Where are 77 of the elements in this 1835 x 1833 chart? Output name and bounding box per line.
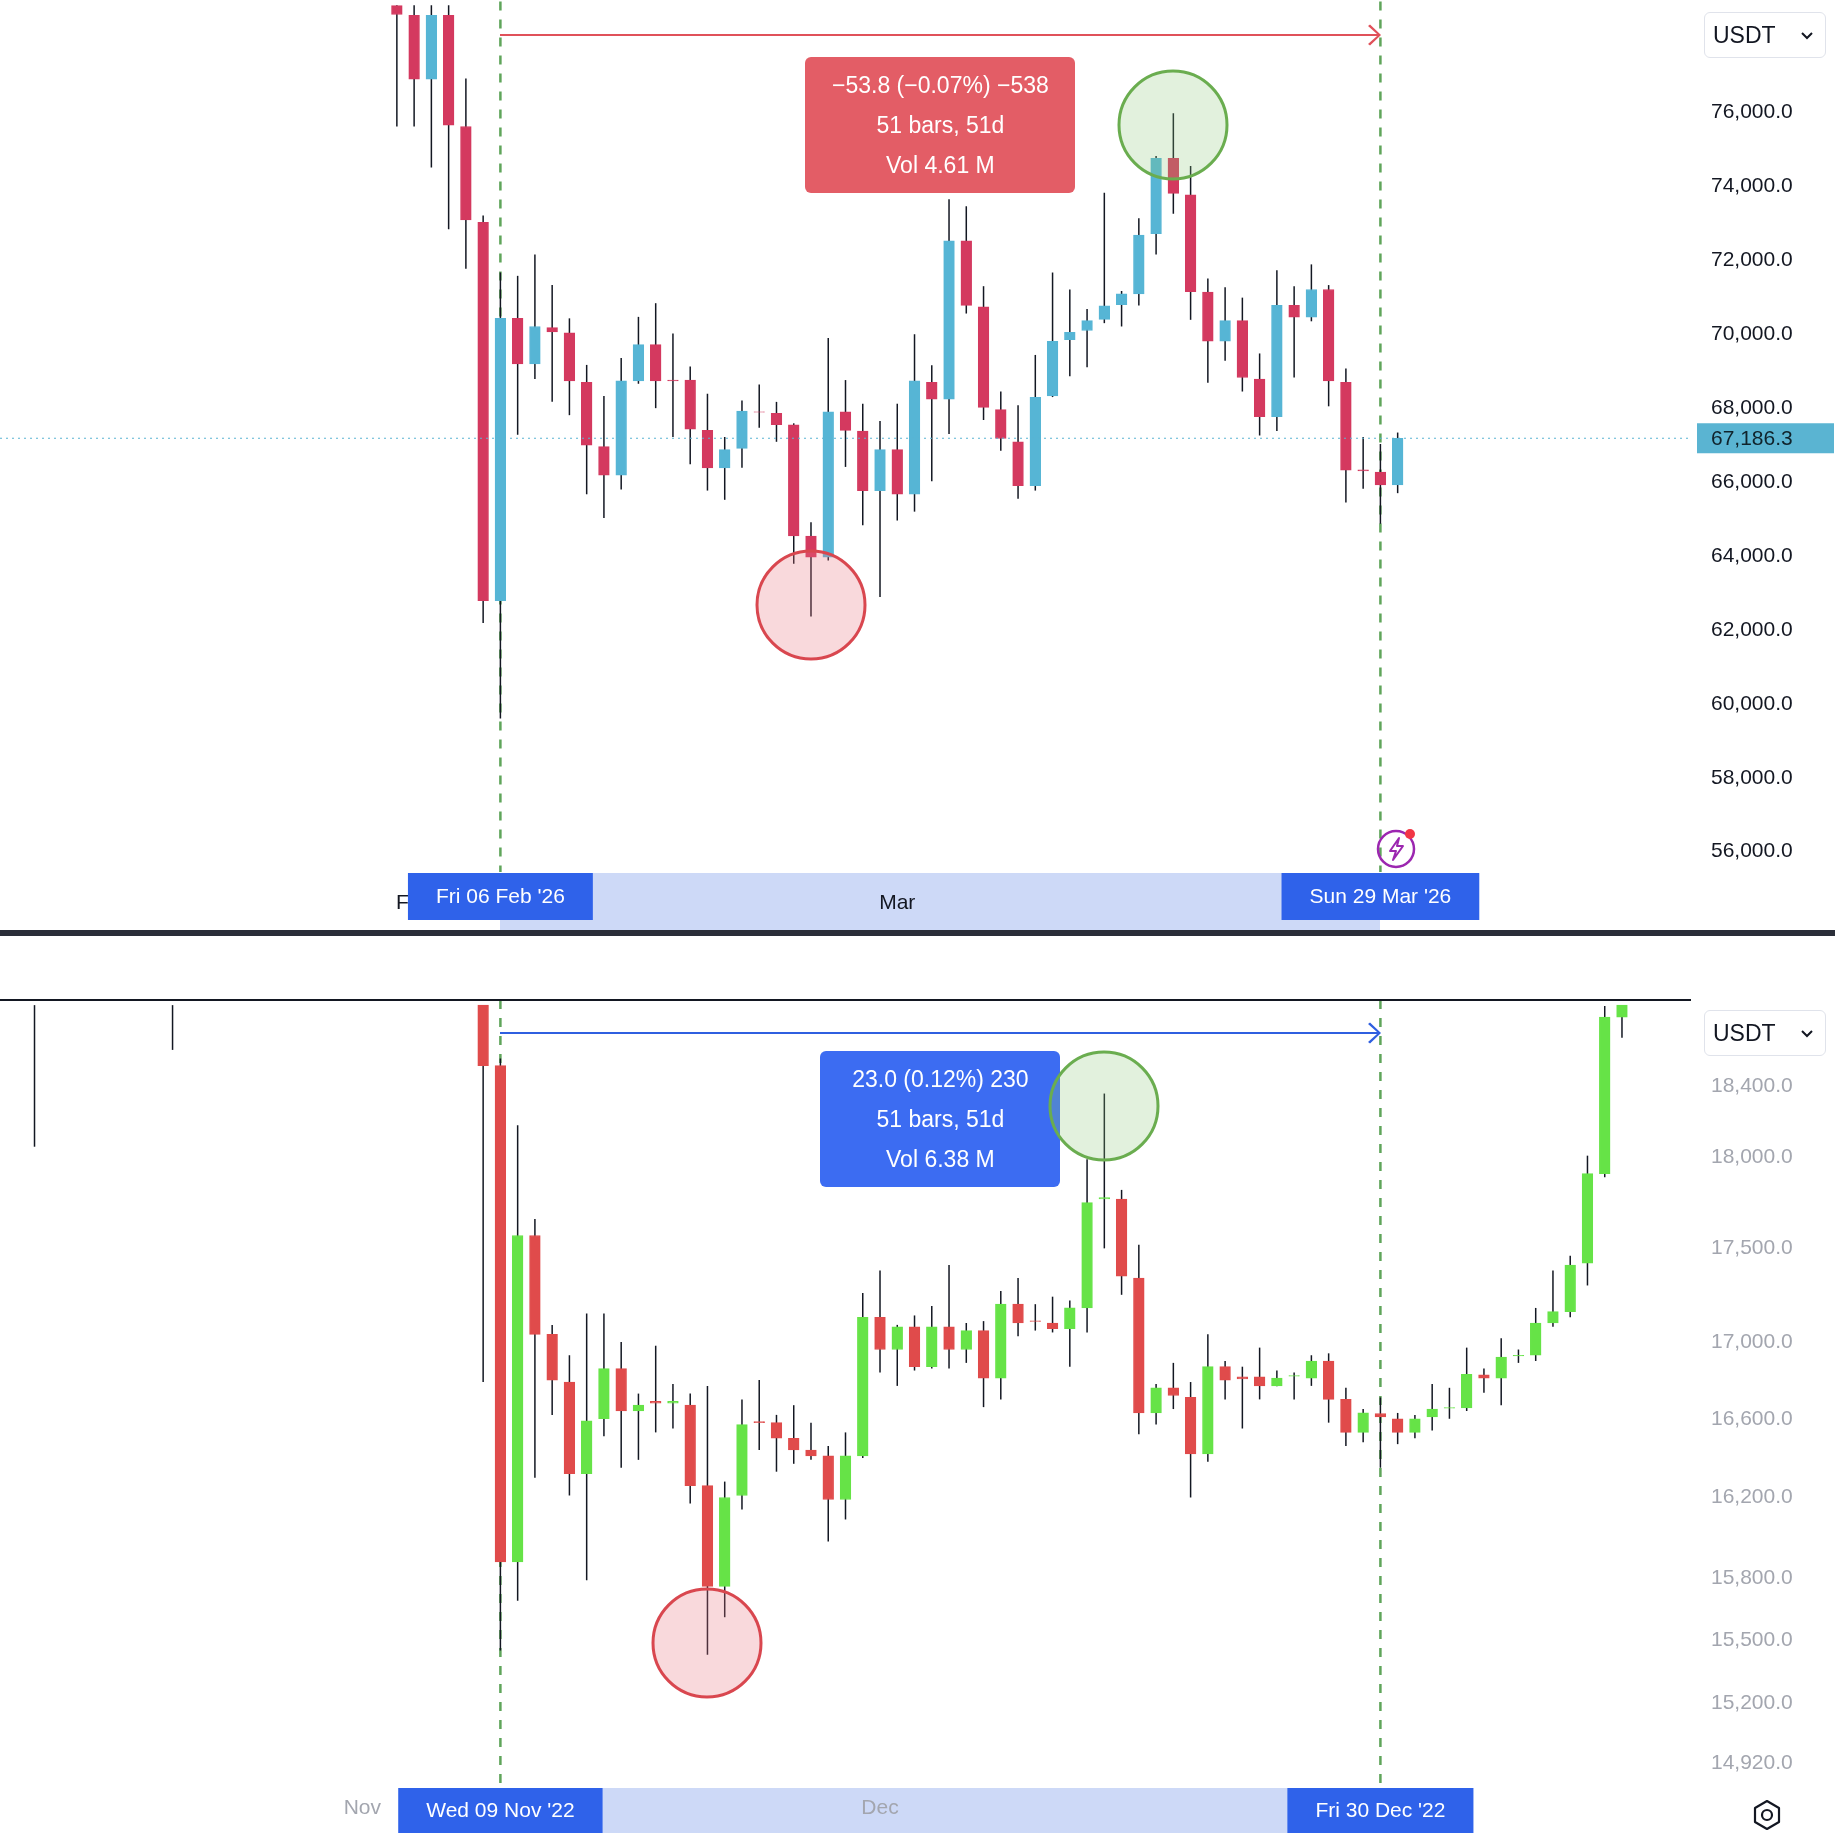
y-tick-label: 56,000.0 [1711,838,1793,862]
candlestick [770,1414,783,1473]
y-tick-label: 16,600.0 [1711,1405,1793,1429]
y-axis-title: USDT [1713,21,1776,48]
y-tick-label: 15,800.0 [1711,1564,1793,1588]
y-tick-label: 15,200.0 [1711,1689,1793,1713]
candlestick [1374,1396,1387,1469]
ref-line-label: Wed 09 Nov '22 [426,1798,575,1822]
candlestick [788,1404,800,1465]
y-tick-label: 17,000.0 [1711,1328,1793,1352]
annotation: 51 bars, 51d [875,110,1006,140]
y-tick-label: 64,000.0 [1711,542,1793,566]
x-tick-label: Dec [861,1795,899,1819]
y-tick-label: 18,000.0 [1711,1144,1793,1168]
x-tick-label: Mar [879,890,916,914]
y-tick-label: 58,000.0 [1711,764,1793,788]
candlestick [1426,1383,1438,1432]
candlestick [1357,1408,1369,1443]
candlestick [1081,308,1093,368]
ref-line-label: Sun 29 Mar '26 [1309,884,1452,908]
candlestick [1046,1295,1059,1334]
candlestick [1409,1414,1421,1440]
y-tick-label: 66,000.0 [1711,468,1793,492]
candlestick [546,284,558,403]
candlestick [1219,286,1231,362]
annotation: 51 bars, 51d [875,1105,1006,1134]
candlestick [1150,1383,1162,1426]
y-tick-label: 70,000.0 [1711,321,1793,345]
ref-line-label: Fri 30 Dec '22 [1315,1798,1446,1822]
candlestick [943,1264,955,1370]
candlestick [1391,1412,1404,1445]
candlestick [753,1379,765,1451]
candlestick [1547,1269,1559,1328]
ref-line-label: 67,186.3 [1711,426,1793,450]
candlestick [1478,1367,1490,1394]
candlestick [805,1421,817,1461]
x-tick-label: Nov [343,1795,382,1819]
candlestick [1374,443,1387,525]
candlestick [1012,1277,1024,1337]
candlestick [1064,288,1076,378]
candlestick [1357,436,1369,490]
y-tick-label: 72,000.0 [1711,247,1793,271]
candlestick [1064,1299,1076,1368]
candlestick [1616,1004,1628,1039]
candlestick [667,332,679,438]
y-tick-label: 60,000.0 [1711,690,1793,714]
candlestick [667,1383,679,1430]
candlestick [1288,285,1300,379]
annotation: −53.8 (−0.07%) −538 [831,70,1050,100]
candlestick [805,521,817,618]
y-tick-label: 17,500.0 [1711,1235,1793,1259]
candlestick [926,364,938,483]
annotation: 23.0 (0.12%) 230 [851,1065,1030,1094]
candlestick [891,1324,903,1387]
y-tick-label: 74,000.0 [1711,173,1793,197]
candlestick [839,379,852,468]
candlestick [391,4,403,128]
y-tick-label: 16,200.0 [1711,1484,1793,1508]
candlestick [1495,1337,1507,1406]
candlestick [1219,1360,1231,1401]
candlestick [650,1344,662,1434]
y-tick-label: 62,000.0 [1711,616,1793,640]
candlestick [1167,1362,1180,1410]
annotation: Vol 4.61 M [885,150,996,180]
y-tick-label: 68,000.0 [1711,394,1793,418]
candlestick [1098,1092,1111,1250]
y-tick-label: 18,400.0 [1711,1073,1793,1097]
y-tick-label: 15,500.0 [1711,1626,1793,1650]
candlestick [960,1322,972,1364]
y-axis-title: USDT [1713,1020,1776,1046]
y-tick-label: 14,920.0 [1711,1749,1793,1773]
y-tick-label: 76,000.0 [1711,99,1793,123]
candlestick [1115,290,1128,328]
candlestick [1098,191,1111,324]
ref-line-label: Fri 06 Feb '26 [435,884,565,908]
candlestick [770,401,783,443]
annotation: Vol 6.38 M [885,1145,996,1174]
